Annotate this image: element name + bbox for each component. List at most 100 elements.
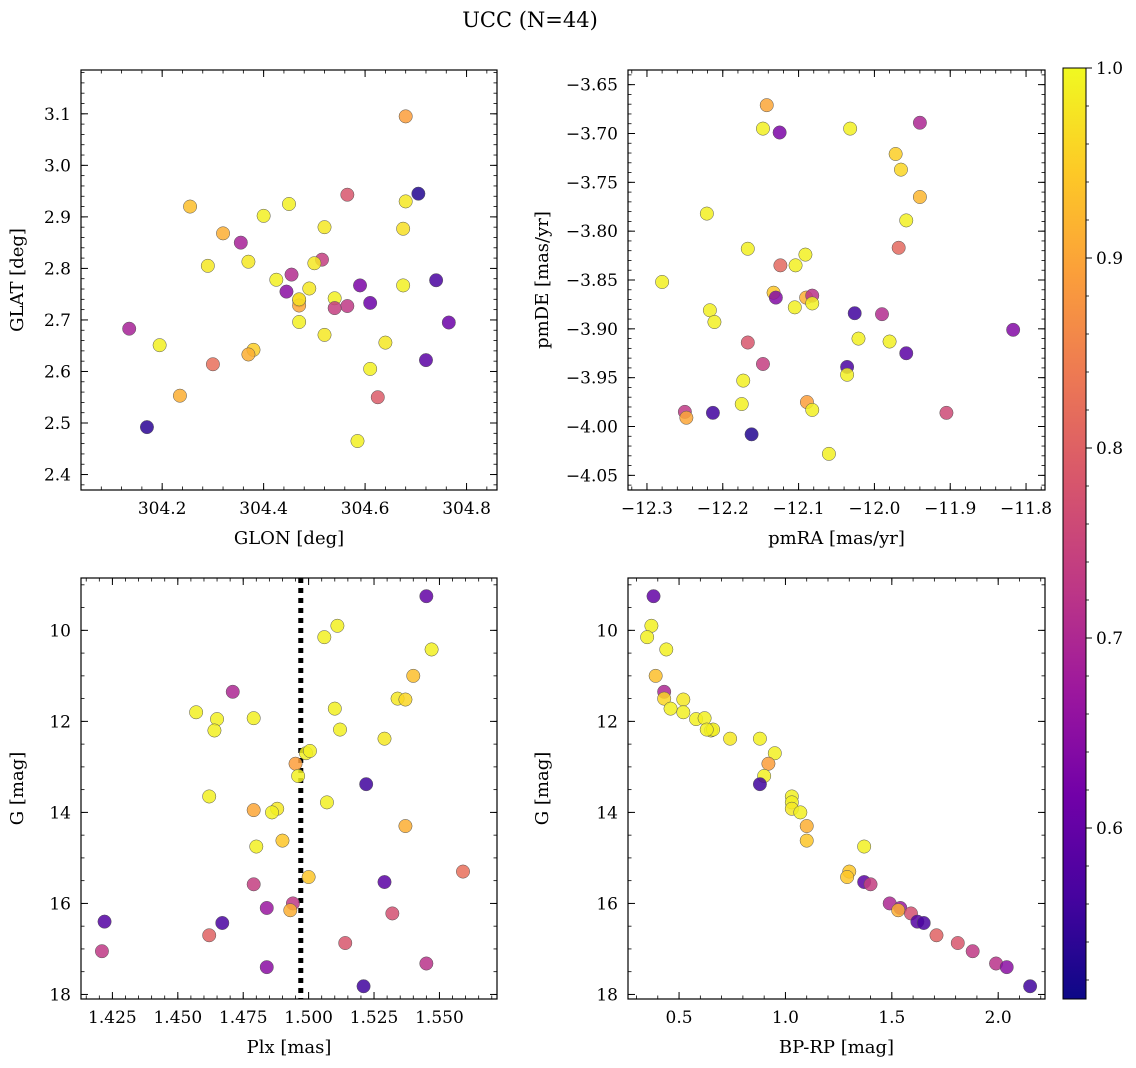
x-axis-label: pmRA [mas/yr] — [768, 528, 905, 549]
data-point — [640, 630, 655, 645]
y-tick-label: 18 — [49, 985, 71, 1005]
colorbar-tick-label: 0.7 — [1096, 629, 1123, 649]
data-point — [891, 903, 906, 918]
data-point — [734, 397, 749, 411]
data-point — [441, 315, 456, 330]
data-point — [702, 303, 717, 318]
y-axis-label: G [mag] — [532, 752, 553, 825]
colorbar-bar — [1062, 67, 1087, 1000]
data-point — [406, 668, 421, 683]
data-point — [340, 299, 355, 313]
data-point — [761, 756, 776, 771]
x-tick-label: 1.500 — [284, 1008, 333, 1028]
data-point — [338, 936, 353, 950]
colorbar-tick-label: 0.8 — [1096, 439, 1123, 459]
data-point — [249, 839, 264, 854]
data-point — [207, 723, 222, 738]
data-point — [398, 819, 413, 833]
data-point — [279, 284, 294, 299]
data-point — [882, 334, 897, 349]
x-tick-label: 1.525 — [350, 1008, 399, 1028]
panel-plx-g: 1.425 1.450 1.475 1.500 1.525 1.550 10 12 14 16 18… — [7, 577, 498, 1058]
data-point — [302, 281, 317, 296]
data-point — [259, 960, 274, 975]
y-tick-label: 10 — [596, 621, 618, 641]
y-tick-label: −3.80 — [566, 222, 618, 242]
colorbar-tick-label: 0.9 — [1096, 249, 1123, 269]
data-point — [215, 916, 230, 930]
data-point — [707, 315, 722, 329]
x-tick-label: 1.425 — [88, 1008, 137, 1028]
x-tick-label: 304.8 — [442, 499, 491, 519]
data-point — [307, 256, 322, 271]
data-point — [256, 208, 271, 223]
x-tick-label: −12.0 — [848, 499, 900, 519]
data-point — [275, 833, 290, 848]
y-tick-label: 3.0 — [44, 156, 71, 176]
data-point — [744, 427, 759, 442]
data-point — [863, 877, 878, 892]
data-point — [302, 744, 317, 758]
data-point — [292, 315, 307, 329]
data-point — [799, 833, 814, 848]
y-tick-label: −3.65 — [566, 76, 618, 96]
data-point — [241, 347, 256, 362]
data-point — [398, 109, 413, 124]
y-tick-label: 18 — [596, 985, 618, 1005]
y-tick-label: 2.5 — [44, 414, 71, 434]
x-axis-label: BP-RP [mag] — [779, 1037, 894, 1058]
data-point — [740, 335, 755, 350]
y-tick-label: −3.70 — [566, 124, 618, 144]
y-tick-label: −3.90 — [566, 320, 618, 340]
data-point — [202, 928, 217, 943]
data-point — [659, 642, 674, 657]
data-point — [356, 979, 371, 994]
y-tick-label: 12 — [49, 712, 71, 732]
data-point — [216, 226, 230, 241]
data-point — [284, 267, 299, 282]
data-point — [655, 275, 670, 289]
y-tick-label: 14 — [596, 803, 618, 823]
data-point — [875, 307, 889, 322]
data-point — [291, 769, 306, 783]
data-point — [840, 870, 855, 884]
data-point — [805, 402, 820, 417]
data-point — [756, 357, 770, 371]
y-tick-label: −3.95 — [566, 369, 618, 389]
data-point — [798, 247, 813, 262]
data-point — [189, 705, 204, 720]
x-tick-label: 1.0 — [772, 1008, 799, 1028]
data-point — [398, 194, 413, 209]
data-point — [363, 295, 378, 310]
y-tick-label: 2.9 — [44, 208, 71, 228]
data-point — [359, 777, 374, 792]
data-point — [912, 115, 927, 130]
data-point — [205, 357, 220, 372]
y-tick-label: 2.8 — [44, 259, 71, 279]
data-point — [752, 731, 767, 746]
data-point — [950, 936, 965, 950]
data-point — [857, 839, 872, 854]
colorbar-tick-label: 1.0 — [1096, 59, 1123, 79]
figure-title: UCC (N=44) — [462, 8, 598, 32]
data-point — [377, 875, 392, 889]
data-point — [363, 361, 378, 376]
data-point — [246, 803, 261, 818]
y-tick-label: 10 — [49, 621, 71, 641]
data-point — [793, 805, 808, 820]
y-tick-label: 2.7 — [44, 311, 71, 331]
x-tick-label: −12.1 — [773, 499, 825, 519]
data-point — [385, 906, 400, 921]
data-point — [327, 301, 342, 316]
data-point — [740, 241, 755, 256]
data-point — [330, 618, 345, 633]
data-point — [679, 410, 694, 425]
axes-frame — [80, 69, 498, 491]
data-point — [821, 446, 836, 461]
data-point — [840, 367, 855, 382]
data-point — [233, 235, 248, 250]
x-axis-label: GLON [deg] — [234, 528, 344, 549]
data-point — [1023, 979, 1038, 994]
data-point — [246, 711, 261, 726]
